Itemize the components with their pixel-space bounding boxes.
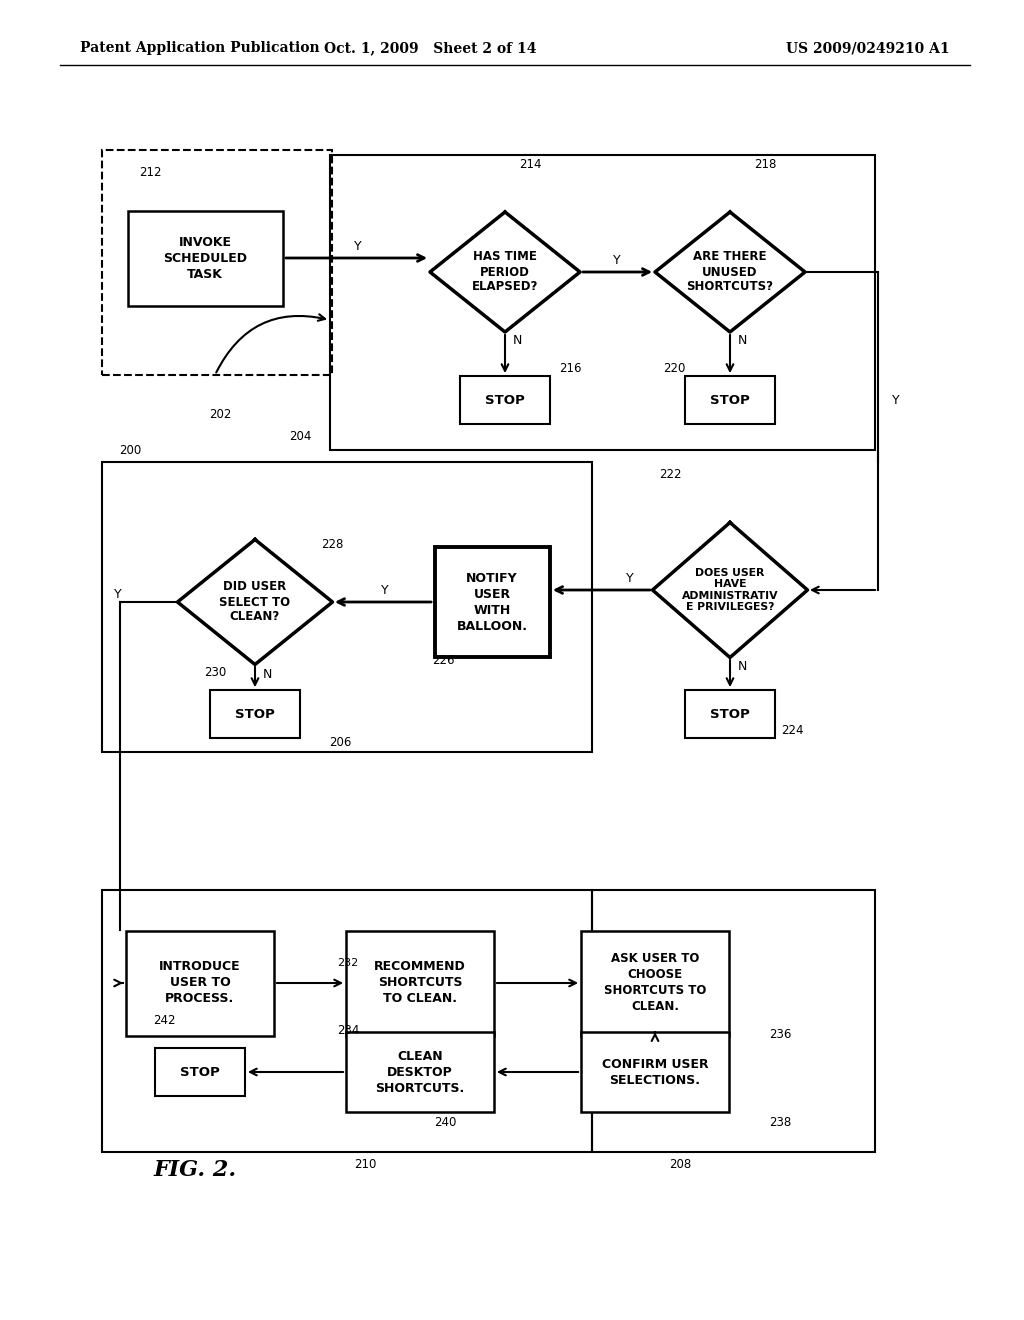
Bar — [346, 931, 494, 1035]
Text: 218: 218 — [754, 158, 776, 172]
Text: ASK USER TO
CHOOSE
SHORTCUTS TO
CLEAN.: ASK USER TO CHOOSE SHORTCUTS TO CLEAN. — [604, 953, 707, 1014]
Text: 222: 222 — [658, 469, 681, 482]
Text: Y: Y — [381, 583, 389, 597]
Text: 240: 240 — [434, 1115, 456, 1129]
Text: 220: 220 — [663, 362, 685, 375]
Bar — [685, 690, 775, 738]
Bar — [210, 690, 300, 738]
Text: N: N — [737, 334, 746, 346]
Text: Oct. 1, 2009   Sheet 2 of 14: Oct. 1, 2009 Sheet 2 of 14 — [324, 41, 537, 55]
Text: CLEAN
DESKTOP
SHORTCUTS.: CLEAN DESKTOP SHORTCUTS. — [376, 1049, 465, 1094]
Text: HAS TIME
PERIOD
ELAPSED?: HAS TIME PERIOD ELAPSED? — [472, 251, 539, 293]
Text: US 2009/0249210 A1: US 2009/0249210 A1 — [786, 41, 950, 55]
Text: DOES USER
HAVE
ADMINISTRATIV
E PRIVILEGES?: DOES USER HAVE ADMINISTRATIV E PRIVILEGE… — [682, 568, 778, 612]
Bar — [581, 1032, 729, 1111]
Text: STOP: STOP — [236, 708, 274, 721]
Bar — [126, 931, 274, 1035]
Polygon shape — [430, 213, 580, 333]
Text: DID USER
SELECT TO
CLEAN?: DID USER SELECT TO CLEAN? — [219, 581, 291, 623]
Bar — [155, 1048, 245, 1096]
Text: N: N — [262, 668, 271, 681]
Text: Patent Application Publication: Patent Application Publication — [80, 41, 319, 55]
Text: 232: 232 — [337, 958, 358, 968]
Bar — [685, 376, 775, 424]
Text: 204: 204 — [289, 430, 311, 444]
Text: RECOMMEND
SHORTCUTS
TO CLEAN.: RECOMMEND SHORTCUTS TO CLEAN. — [374, 961, 466, 1006]
Bar — [102, 462, 592, 752]
Text: Y: Y — [354, 239, 361, 252]
Bar — [128, 210, 283, 305]
Text: ARE THERE
UNUSED
SHORTCUTS?: ARE THERE UNUSED SHORTCUTS? — [686, 251, 773, 293]
Text: 234: 234 — [337, 1023, 359, 1036]
Text: 242: 242 — [153, 1014, 175, 1027]
Text: 216: 216 — [559, 362, 582, 375]
Polygon shape — [177, 540, 333, 664]
Text: 210: 210 — [354, 1159, 376, 1172]
Text: STOP: STOP — [485, 393, 525, 407]
Bar — [102, 890, 592, 1152]
Text: 224: 224 — [780, 723, 803, 737]
Text: INVOKE
SCHEDULED
TASK: INVOKE SCHEDULED TASK — [163, 235, 247, 281]
Text: 208: 208 — [669, 1159, 691, 1172]
Text: 226: 226 — [432, 653, 455, 667]
Bar — [460, 376, 550, 424]
Text: 230: 230 — [204, 665, 226, 678]
Text: N: N — [737, 660, 746, 672]
Bar — [592, 890, 874, 1152]
Text: Y: Y — [892, 393, 900, 407]
Text: 214: 214 — [519, 158, 542, 172]
Text: 200: 200 — [119, 444, 141, 457]
Text: 202: 202 — [209, 408, 231, 421]
Text: Y: Y — [115, 587, 122, 601]
Text: STOP: STOP — [180, 1065, 220, 1078]
Bar — [434, 546, 550, 657]
Bar — [330, 154, 874, 450]
Text: 212: 212 — [138, 165, 161, 178]
Bar — [102, 150, 332, 375]
Text: NOTIFY
USER
WITH
BALLOON.: NOTIFY USER WITH BALLOON. — [457, 572, 527, 632]
Text: STOP: STOP — [710, 708, 750, 721]
Text: 228: 228 — [321, 539, 343, 552]
Text: FIG. 2.: FIG. 2. — [154, 1159, 237, 1181]
Bar — [581, 931, 729, 1035]
Text: Y: Y — [613, 253, 621, 267]
Text: 206: 206 — [329, 737, 351, 750]
Text: Y: Y — [627, 572, 634, 585]
Text: CONFIRM USER
SELECTIONS.: CONFIRM USER SELECTIONS. — [602, 1057, 709, 1086]
Text: 238: 238 — [769, 1115, 792, 1129]
Polygon shape — [652, 523, 808, 657]
Polygon shape — [655, 213, 805, 333]
Text: N: N — [512, 334, 521, 346]
Text: INTRODUCE
USER TO
PROCESS.: INTRODUCE USER TO PROCESS. — [159, 961, 241, 1006]
Bar — [346, 1032, 494, 1111]
Text: 236: 236 — [769, 1028, 792, 1041]
Text: STOP: STOP — [710, 393, 750, 407]
